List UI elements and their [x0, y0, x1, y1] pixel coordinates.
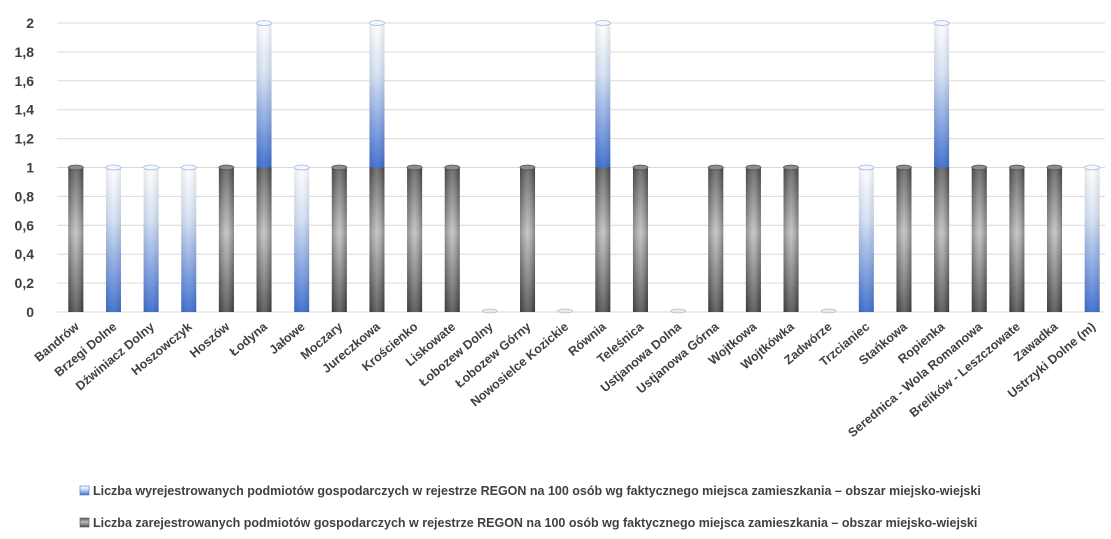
bar-registered-shade [218, 167, 234, 312]
bar-deregistered-shade [934, 23, 950, 168]
bar-deregistered-shade [858, 167, 874, 312]
y-tick-label: 1,4 [15, 102, 35, 118]
y-tick-label: 1 [26, 160, 34, 176]
bar-top-cap [293, 164, 310, 171]
bar-registered-shade [407, 167, 423, 312]
bar-registered-shade [708, 167, 724, 312]
bar-registered-shade [934, 167, 950, 312]
bar-zero-marker [557, 308, 574, 314]
bar-top-cap [971, 164, 988, 171]
bar-registered-shade [783, 167, 799, 312]
bar-top-cap [218, 164, 235, 171]
bar-registered-shade [896, 167, 912, 312]
bar-top-cap [519, 164, 536, 171]
bar-registered-shade [520, 167, 536, 312]
bar-top-cap [783, 164, 799, 171]
bar-deregistered-shade [181, 167, 197, 312]
bar-top-cap [745, 164, 762, 171]
bar-registered-shade [745, 167, 761, 312]
bar-registered-shade [595, 167, 611, 312]
bar-top-cap [444, 164, 461, 171]
y-tick-label: 0,6 [15, 217, 35, 233]
bar-registered-shade [369, 167, 385, 312]
bar-top-cap [1008, 164, 1025, 171]
bar-registered-shade [1047, 167, 1063, 312]
bar-zero-marker [481, 308, 498, 314]
bar-deregistered-shade [1084, 167, 1100, 312]
bar-top-cap [632, 164, 649, 171]
y-axis: 0 0,2 0,4 0,6 0,8 1 1,2 1,4 1,6 1,8 2 [15, 15, 35, 320]
x-tick-label: Hoszów [187, 319, 232, 360]
bar-top-cap [406, 164, 423, 171]
legend-label-registered: Liczba zarejestrowanych podmiotów gospod… [93, 516, 977, 530]
y-tick-label: 1,8 [15, 44, 35, 60]
bar-top-cap [858, 164, 875, 171]
bar-top-cap [369, 20, 385, 26]
bar-deregistered-shade [143, 167, 159, 312]
x-tick-label: Serednica - Wola Romanowa [845, 319, 986, 440]
legend: Liczba wyrejestrowanych podmiotów gospod… [79, 484, 981, 530]
legend-label-deregistered: Liczba wyrejestrowanych podmiotów gospod… [93, 484, 981, 498]
bar-top-cap [594, 20, 611, 26]
bar-deregistered-shade [294, 167, 310, 312]
y-tick-label: 2 [26, 15, 34, 31]
bar-zero-marker [820, 308, 837, 314]
y-tick-label: 0,4 [15, 246, 35, 262]
legend-swatch-registered [79, 517, 90, 528]
bars [67, 20, 1101, 314]
bar-top-cap [896, 164, 912, 171]
bar-top-cap [256, 20, 272, 26]
legend-swatch-deregistered [79, 485, 90, 496]
bar-deregistered-shade [595, 23, 611, 168]
bar-top-cap [933, 20, 950, 26]
bar-top-cap [143, 164, 160, 171]
y-tick-label: 0,2 [15, 275, 35, 291]
y-tick-label: 0 [26, 304, 34, 320]
bar-top-cap [1084, 164, 1101, 171]
bar-zero-marker [670, 308, 687, 314]
bar-top-cap [180, 164, 197, 171]
bar-deregistered-shade [105, 167, 121, 312]
bar-registered-shade [256, 167, 272, 312]
bar-registered-shade [68, 167, 84, 312]
bar-registered-shade [444, 167, 460, 312]
bar-registered-shade [632, 167, 648, 312]
bar-top-cap [67, 164, 84, 171]
bar-registered-shade [331, 167, 347, 312]
bar-top-cap [1046, 164, 1063, 171]
bar-deregistered-shade [369, 23, 385, 168]
x-tick-label: Łodyna [227, 319, 271, 359]
bar-top-cap [707, 164, 724, 171]
bar-registered-shade [971, 167, 987, 312]
bar-top-cap [331, 164, 348, 171]
y-tick-label: 0,8 [15, 188, 35, 204]
bar-deregistered-shade [256, 23, 272, 168]
y-tick-label: 1,2 [15, 131, 35, 147]
bar-top-cap [105, 164, 122, 171]
bar-registered-shade [1009, 167, 1025, 312]
y-tick-label: 1,6 [15, 73, 35, 89]
